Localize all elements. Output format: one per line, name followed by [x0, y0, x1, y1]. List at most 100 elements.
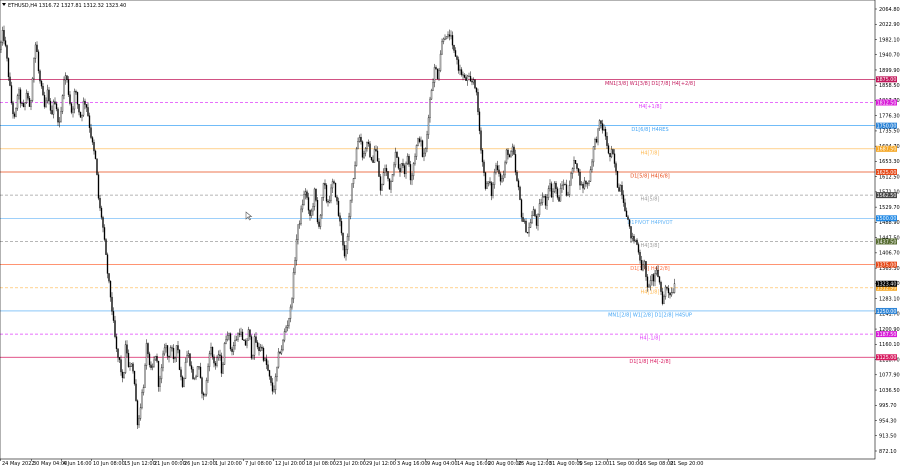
candle-436: [654, 269, 656, 287]
candle-411: [616, 170, 619, 188]
candle-68: [102, 215, 104, 233]
candle-53: [79, 111, 82, 118]
level-badge-12: [876, 354, 897, 361]
candle-78: [117, 348, 119, 363]
candle-314: [471, 77, 473, 86]
candle-367: [550, 181, 553, 199]
candle-399: [598, 119, 601, 131]
y-tick-label-4: 1899.90: [879, 68, 900, 74]
candle-44: [66, 75, 68, 83]
candle-208: [312, 202, 314, 216]
level-badge-7: [876, 238, 897, 245]
candle-138: [207, 363, 209, 383]
candle-402: [603, 124, 605, 132]
candle-414: [621, 181, 623, 200]
candle-60: [90, 123, 92, 140]
candle-227: [340, 218, 343, 236]
candle-213: [319, 214, 322, 230]
candle-424: [636, 238, 638, 246]
candle-337: [505, 148, 508, 165]
x-tick-label-6: 26 Jun 12:00: [184, 461, 216, 467]
candle-397: [595, 136, 598, 144]
level-label-7: H4[3/8]: [641, 243, 660, 249]
candle-88: [132, 362, 134, 374]
candle-115: [172, 344, 175, 363]
x-tick-label-13: 3 Aug 16:00: [397, 461, 428, 467]
candle-142: [213, 354, 215, 368]
candle-111: [166, 345, 169, 360]
candle-361: [541, 192, 544, 206]
candle-197: [295, 234, 298, 266]
level-label-10: MN1[2/8] W1[2/8] D1[2/8] H4SUP: [608, 312, 692, 318]
candle-151: [226, 331, 229, 342]
level-badge-11: [876, 331, 897, 338]
symbol-dropdown-icon[interactable]: [2, 3, 6, 6]
candle-90: [135, 379, 137, 402]
candle-93: [139, 403, 142, 421]
candle-199: [298, 220, 301, 229]
candle-448: [672, 288, 674, 294]
level-badge-text-6: 1500.00: [877, 216, 897, 222]
candle-114: [171, 345, 173, 352]
candle-434: [651, 274, 653, 286]
level-label-0: MN1[3/8] W1[3/8] D1[7/8] H4[+2/8]: [605, 81, 695, 87]
candle-420: [630, 226, 632, 244]
candle-148: [222, 362, 224, 375]
candle-183: [274, 373, 277, 395]
candle-171: [256, 340, 259, 350]
y-tick-label-11: 1612.50: [879, 174, 900, 180]
x-tick-label-9: 12 Jul 20:00: [275, 461, 305, 467]
candle-108: [162, 350, 164, 372]
level-label-6: D1PIVOT H4PIVOT: [627, 220, 673, 226]
level-badge-text-0: 1875.00: [877, 77, 897, 83]
candle-214: [321, 197, 323, 219]
candle-217: [325, 183, 328, 204]
candle-18: [27, 91, 29, 101]
candle-262: [393, 161, 395, 177]
candle-437: [655, 266, 658, 276]
candle-244: [366, 141, 368, 152]
candle-322: [483, 159, 485, 177]
candle-340: [510, 150, 512, 158]
candle-125: [187, 350, 190, 358]
candle-381: [571, 167, 574, 179]
candle-264: [396, 150, 398, 158]
candle-393: [589, 166, 592, 182]
candle-130: [195, 374, 197, 381]
candle-396: [594, 137, 596, 150]
candle-236: [354, 161, 356, 180]
candle-26: [39, 69, 41, 84]
candle-80: [120, 355, 122, 376]
y-tick-label-1: 2022.90: [879, 22, 900, 28]
candle-430: [645, 261, 647, 281]
candle-122: [183, 377, 185, 388]
candle-284: [426, 130, 428, 153]
candle-113: [169, 345, 172, 358]
candle-279: [418, 136, 421, 144]
candle-132: [198, 366, 200, 370]
candle-203: [304, 188, 307, 200]
candle-295: [442, 37, 445, 45]
candle-359: [538, 198, 541, 217]
candle-344: [516, 170, 518, 182]
candle-407: [610, 145, 613, 159]
level-label-5: H4[5/8]: [641, 197, 660, 203]
candle-104: [156, 353, 158, 363]
candle-298: [447, 31, 449, 39]
plot-frame: [0, 0, 876, 460]
candle-358: [537, 213, 539, 231]
candle-56: [84, 98, 86, 110]
candle-405: [607, 143, 610, 155]
candle-249: [373, 145, 376, 163]
candle-46: [69, 91, 71, 106]
level-label-11: H4[-1/8]: [640, 336, 661, 342]
candle-431: [646, 274, 649, 292]
level-badge-text-5: 1562.50: [877, 193, 897, 199]
candle-99: [148, 351, 151, 368]
candle-67: [100, 205, 103, 220]
candle-363: [544, 193, 547, 210]
candle-311: [466, 74, 469, 86]
y-tick-label-22: 1160.10: [879, 342, 900, 348]
candle-39: [58, 117, 61, 128]
